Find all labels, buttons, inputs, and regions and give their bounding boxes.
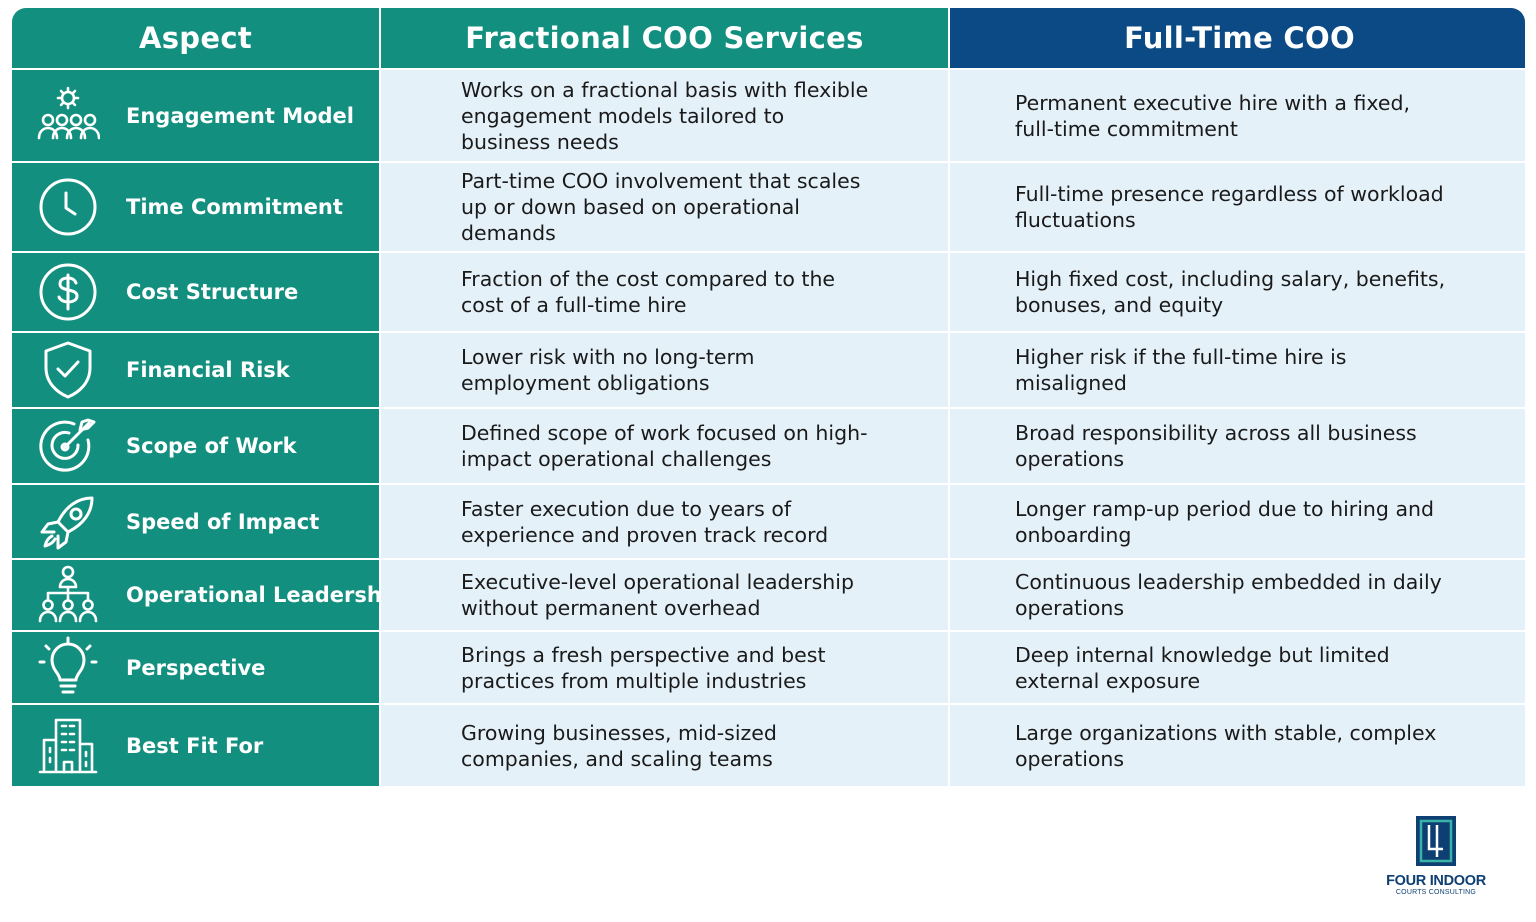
aspect-cell: Speed of Impact (12, 485, 379, 558)
fractional-cell: Defined scope of work focused on high-im… (381, 409, 948, 483)
logo-name: FOUR INDOOR (1386, 873, 1486, 889)
fractional-cell: Fraction of the cost compared to the cos… (381, 253, 948, 331)
clock-icon (34, 175, 102, 239)
logo-subtitle: COURTS CONSULTING (1395, 889, 1477, 896)
fractional-cell: Brings a fresh perspective and best prac… (381, 632, 948, 703)
aspect-cell: Cost Structure (12, 253, 379, 331)
table-row: Speed of Impact Faster execution due to … (12, 485, 1525, 558)
rocket-icon (34, 490, 102, 554)
aspect-cell: Engagement Model (12, 70, 379, 161)
aspect-label: Operational Leadership (126, 583, 405, 607)
aspect-label: Financial Risk (126, 358, 290, 382)
table-body: Engagement Model Works on a fractional b… (12, 70, 1525, 788)
aspect-label: Time Commitment (126, 195, 343, 219)
fulltime-cell: Full-time presence regardless of workloa… (950, 163, 1525, 251)
shield-check-icon (34, 338, 102, 402)
fulltime-cell: Deep internal knowledge but limited exte… (950, 632, 1525, 703)
fulltime-cell: Continuous leadership embedded in daily … (950, 560, 1525, 630)
fulltime-cell: Large organizations with stable, complex… (950, 705, 1525, 786)
team-gear-icon (34, 84, 102, 148)
table-row: Time Commitment Part-time COO involvemen… (12, 163, 1525, 251)
dollar-icon (34, 260, 102, 324)
target-icon (34, 414, 102, 478)
table-row: Best Fit For Growing businesses, mid-siz… (12, 705, 1525, 786)
fulltime-cell: Permanent executive hire with a fixed, f… (950, 70, 1525, 161)
table-row: Cost Structure Fraction of the cost comp… (12, 253, 1525, 331)
table-row: Operational Leadership Executive-level o… (12, 560, 1525, 630)
aspect-cell: Operational Leadership (12, 560, 404, 630)
table-row: Scope of Work Defined scope of work focu… (12, 409, 1525, 483)
table-header: Aspect Fractional COO Services Full-Time… (12, 8, 1525, 68)
header-aspect: Aspect (12, 8, 379, 68)
table-row: Financial Risk Lower risk with no long-t… (12, 333, 1525, 407)
table-row: Perspective Brings a fresh perspective a… (12, 632, 1525, 703)
fulltime-cell: Broad responsibility across all business… (950, 409, 1525, 483)
fractional-cell: Growing businesses, mid-sized companies,… (381, 705, 948, 786)
header-fractional: Fractional COO Services (381, 8, 948, 68)
aspect-label: Best Fit For (126, 733, 264, 758)
aspect-label: Engagement Model (126, 103, 354, 128)
lightbulb-icon (34, 636, 102, 700)
aspect-cell: Financial Risk (12, 333, 379, 407)
company-logo: FOUR INDOOR COURTS CONSULTING (1375, 815, 1497, 899)
table-row: Engagement Model Works on a fractional b… (12, 70, 1525, 161)
fulltime-cell: High fixed cost, including salary, benef… (950, 253, 1525, 331)
aspect-cell: Perspective (12, 632, 379, 703)
aspect-label: Speed of Impact (126, 509, 320, 534)
aspect-cell: Best Fit For (12, 705, 379, 786)
fractional-cell: Lower risk with no long-term employment … (381, 333, 948, 407)
aspect-label: Cost Structure (126, 280, 299, 304)
aspect-label: Scope of Work (126, 434, 297, 458)
org-chart-icon (34, 563, 102, 627)
fractional-cell: Works on a fractional basis with flexibl… (381, 70, 948, 161)
fulltime-cell: Longer ramp-up period due to hiring and … (950, 485, 1525, 558)
aspect-label: Perspective (126, 655, 266, 680)
fulltime-cell: Higher risk if the full-time hire is mis… (950, 333, 1525, 407)
logo-mark-icon (1416, 816, 1456, 866)
aspect-cell: Time Commitment (12, 163, 379, 251)
fractional-cell: Executive-level operational leadership w… (381, 560, 948, 630)
fractional-cell: Faster execution due to years of experie… (381, 485, 948, 558)
building-icon (34, 714, 102, 778)
aspect-cell: Scope of Work (12, 409, 379, 483)
header-fulltime: Full-Time COO (950, 8, 1525, 68)
fractional-cell: Part-time COO involvement that scales up… (381, 163, 948, 251)
comparison-card: Aspect Fractional COO Services Full-Time… (12, 8, 1525, 922)
